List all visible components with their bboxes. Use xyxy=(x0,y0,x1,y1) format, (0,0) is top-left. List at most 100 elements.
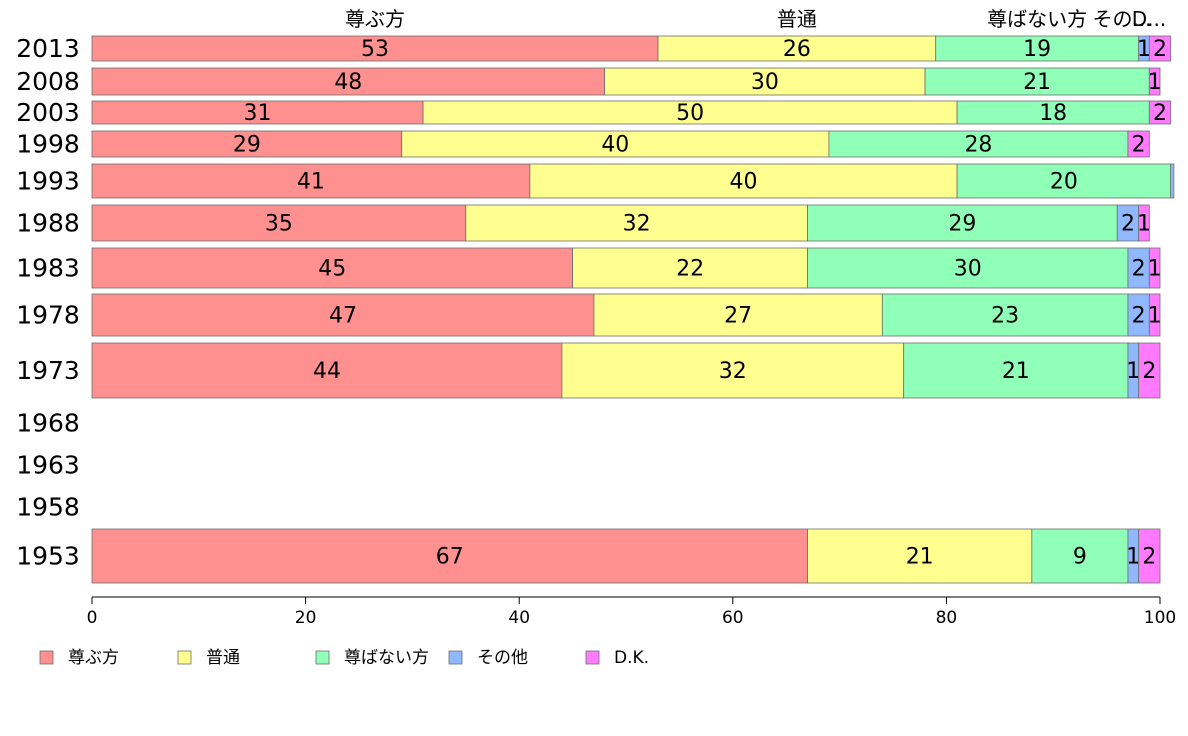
bar-value-label: 2 xyxy=(1132,304,1146,329)
bar-value-label: 1 xyxy=(1148,70,1162,95)
bar-segment xyxy=(91,163,531,199)
bar-segment xyxy=(1148,100,1172,125)
bar-value-label: 30 xyxy=(954,257,982,282)
bar-segment xyxy=(1127,130,1150,158)
bar-value-label: 67 xyxy=(436,545,464,570)
bar-value-label: 48 xyxy=(334,70,362,95)
bar-segment xyxy=(881,293,1129,337)
bar-value-label: 2 xyxy=(1153,37,1167,62)
legend-label: 尊ぶ方 xyxy=(68,648,119,668)
bar-value-label: 26 xyxy=(783,37,811,62)
bar-value-label: 31 xyxy=(244,101,272,126)
legend-swatch xyxy=(585,650,600,665)
legend-swatch xyxy=(448,650,463,665)
bar-segment xyxy=(807,528,1033,584)
bar-segment xyxy=(91,35,659,62)
bar-segment xyxy=(935,35,1140,62)
legend-swatch xyxy=(177,650,192,665)
bar-segment xyxy=(807,204,1118,242)
top-category-label: 尊ばない方 xyxy=(987,7,1087,31)
bar-value-label: 41 xyxy=(297,170,325,195)
year-label: 2008 xyxy=(16,67,80,96)
bar-value-label: 1 xyxy=(1137,37,1151,62)
bar-segment xyxy=(1170,163,1175,199)
bar-value-label: 35 xyxy=(265,212,293,237)
bar-segment xyxy=(604,67,926,96)
bar-value-label: 1 xyxy=(1137,212,1151,237)
bar-segment xyxy=(924,67,1150,96)
year-label: 1998 xyxy=(16,130,80,159)
top-category-label: D... xyxy=(1132,7,1166,31)
legend-label: その他 xyxy=(477,648,528,668)
bar-value-label: 21 xyxy=(906,545,934,570)
bar-value-label: 21 xyxy=(1023,70,1051,95)
bar-value-label: 1 xyxy=(1148,257,1162,282)
bar-segment xyxy=(91,130,403,158)
bar-value-label: 40 xyxy=(601,133,629,158)
top-category-label: 尊ぶ方 xyxy=(345,7,405,31)
bar-segment xyxy=(1148,67,1161,96)
legend-swatch xyxy=(39,650,54,665)
x-tick-label: 60 xyxy=(722,608,744,628)
x-tick-label: 20 xyxy=(295,608,317,628)
x-tick-label: 40 xyxy=(508,608,530,628)
bar-segment xyxy=(91,247,574,289)
bar-value-label: 29 xyxy=(948,212,976,237)
bar-value-label: 44 xyxy=(313,359,341,384)
year-label: 2013 xyxy=(16,34,80,63)
bar-segment xyxy=(465,204,808,242)
bar-value-label: 9 xyxy=(1073,545,1087,570)
bar-segment xyxy=(91,342,563,399)
bar-value-label: 23 xyxy=(991,304,1019,329)
bar-segment xyxy=(1031,528,1129,584)
bar-value-label: 19 xyxy=(1023,37,1051,62)
year-label: 1963 xyxy=(16,451,80,480)
year-label: 1953 xyxy=(16,542,80,571)
year-label: 1968 xyxy=(16,409,80,438)
bar-segment xyxy=(1148,247,1161,289)
bar-value-label: 2 xyxy=(1121,212,1135,237)
x-tick-label: 80 xyxy=(936,608,958,628)
bar-value-label: 28 xyxy=(964,133,992,158)
bar-value-label: 40 xyxy=(729,170,757,195)
bar-value-label: 22 xyxy=(676,257,704,282)
legend-label: 普通 xyxy=(206,648,240,668)
bar-segment xyxy=(1148,35,1172,62)
top-category-label: その... xyxy=(1092,7,1151,31)
bar-segment xyxy=(1138,342,1161,399)
bar-segment xyxy=(561,342,905,399)
year-label: 1973 xyxy=(16,356,80,385)
bar-segment xyxy=(828,130,1129,158)
bar-value-label: 2 xyxy=(1132,133,1146,158)
bar-value-label: 18 xyxy=(1039,101,1067,126)
bar-segment xyxy=(1138,528,1161,584)
bar-value-label: 45 xyxy=(318,257,346,282)
legend-label: 尊ばない方 xyxy=(344,648,429,668)
year-label: 1983 xyxy=(16,254,80,283)
bar-value-label: 21 xyxy=(1002,359,1030,384)
bar-value-label: 47 xyxy=(329,304,357,329)
year-label: 1978 xyxy=(16,301,80,330)
bar-value-label: 20 xyxy=(1050,170,1078,195)
bar-segment xyxy=(401,130,830,158)
bar-segment xyxy=(1138,204,1150,242)
bar-value-label: 50 xyxy=(676,101,704,126)
bar-value-label: 32 xyxy=(623,212,651,237)
year-label: 2003 xyxy=(16,98,80,127)
bar-value-label: 53 xyxy=(361,37,389,62)
bar-segment xyxy=(91,293,595,337)
year-label: 1958 xyxy=(16,493,80,522)
year-label: 1988 xyxy=(16,209,80,238)
bar-segment xyxy=(1148,293,1161,337)
legend-label: D.K. xyxy=(614,648,649,668)
year-label: 1993 xyxy=(16,167,80,196)
bar-segment xyxy=(91,67,606,96)
x-tick-label: 0 xyxy=(87,608,98,628)
bar-value-label: 32 xyxy=(719,359,747,384)
bar-value-label: 1 xyxy=(1148,304,1162,329)
bar-value-label: 29 xyxy=(233,133,261,158)
bar-segment xyxy=(657,35,937,62)
bar-value-label: 2 xyxy=(1142,545,1156,570)
bar-value-label: 2 xyxy=(1142,359,1156,384)
